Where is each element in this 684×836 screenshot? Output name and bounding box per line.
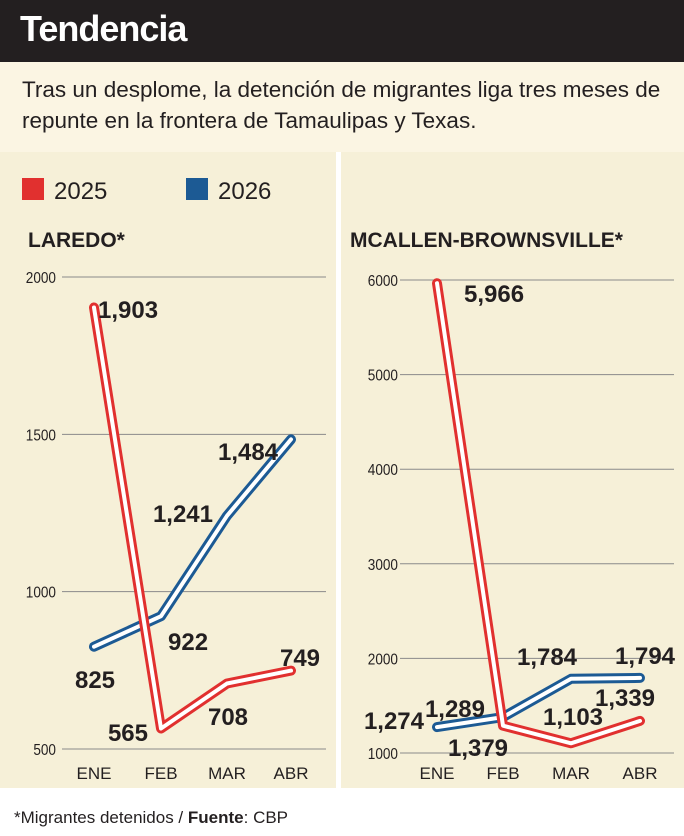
x-tick-label: MAR xyxy=(552,764,590,783)
chart-2: MCALLEN-BROWNSVILLE* 6000 5000 4000 3000 2000… xyxy=(350,229,676,783)
y-tick-label: 1000 xyxy=(368,746,398,763)
y-tick-label: 2000 xyxy=(368,651,398,668)
x-tick-label: MAR xyxy=(208,764,246,783)
data-label: 5,966 xyxy=(464,281,524,308)
data-label: 922 xyxy=(168,629,208,656)
chart-title: MCALLEN-BROWNSVILLE* xyxy=(350,229,624,252)
data-label: 565 xyxy=(108,720,148,747)
data-label: 708 xyxy=(208,704,248,731)
legend-label-2025: 2025 xyxy=(54,178,107,205)
x-tick-label: ENE xyxy=(77,764,112,783)
data-label: 1,379 xyxy=(448,735,508,762)
series-line-2026 xyxy=(92,437,293,649)
legend-swatch-2026 xyxy=(186,178,208,200)
data-label: 1,339 xyxy=(595,685,655,712)
footer-source-value: : CBP xyxy=(243,808,289,827)
series-line-2025 xyxy=(92,305,293,731)
footer: *Migrantes detenidos / Fuente: CBP xyxy=(14,808,288,828)
header-bar: Tendencia xyxy=(0,0,684,62)
y-tick-label: 3000 xyxy=(368,557,398,574)
y-tick-label: 1000 xyxy=(26,585,56,602)
data-label: 1,103 xyxy=(543,704,603,731)
y-tick-label: 500 xyxy=(33,742,56,759)
data-label: 1,289 xyxy=(425,696,485,723)
y-tick-label: 6000 xyxy=(368,273,398,290)
series-line-2026 xyxy=(435,675,642,730)
data-label: 1,274 xyxy=(364,708,425,735)
left-panel-background xyxy=(0,152,336,788)
data-label: 1,484 xyxy=(218,439,279,466)
x-tick-label: ENE xyxy=(420,764,455,783)
data-label: 1,903 xyxy=(98,297,158,324)
page-title: Tendencia xyxy=(20,8,187,49)
x-tick-label: FEB xyxy=(486,764,519,783)
x-tick-label: ABR xyxy=(623,764,658,783)
subtitle-box: Tras un desplome, la detención de migran… xyxy=(0,62,684,152)
legend: 2025 2026 xyxy=(22,178,271,205)
chart-title: LAREDO* xyxy=(28,229,126,252)
legend-label-2026: 2026 xyxy=(218,178,271,205)
x-tick-label: FEB xyxy=(144,764,177,783)
y-tick-label: 5000 xyxy=(368,368,398,385)
data-label: 825 xyxy=(75,667,115,694)
subtitle: Tras un desplome, la detención de migran… xyxy=(22,77,661,133)
y-tick-label: 2000 xyxy=(26,270,56,287)
footer-note: *Migrantes detenidos / xyxy=(14,808,188,827)
chart-area: LAREDO* 2000 1500 1000 500 ENE FEB MAR ABR 1,903 5… xyxy=(26,229,676,783)
x-tick-label: ABR xyxy=(274,764,309,783)
chart-1: LAREDO* 2000 1500 1000 500 ENE FEB MAR ABR 1,903 5… xyxy=(26,229,326,783)
legend-swatch-2025 xyxy=(22,178,44,200)
series-line-2025 xyxy=(435,281,642,746)
data-label: 1,794 xyxy=(615,643,676,670)
data-label: 1,784 xyxy=(517,644,578,671)
footer-source-label: Fuente xyxy=(187,808,244,827)
data-label: 749 xyxy=(280,645,320,672)
y-tick-label: 4000 xyxy=(368,462,398,479)
y-tick-label: 1500 xyxy=(26,427,56,444)
data-label: 1,241 xyxy=(153,501,213,528)
